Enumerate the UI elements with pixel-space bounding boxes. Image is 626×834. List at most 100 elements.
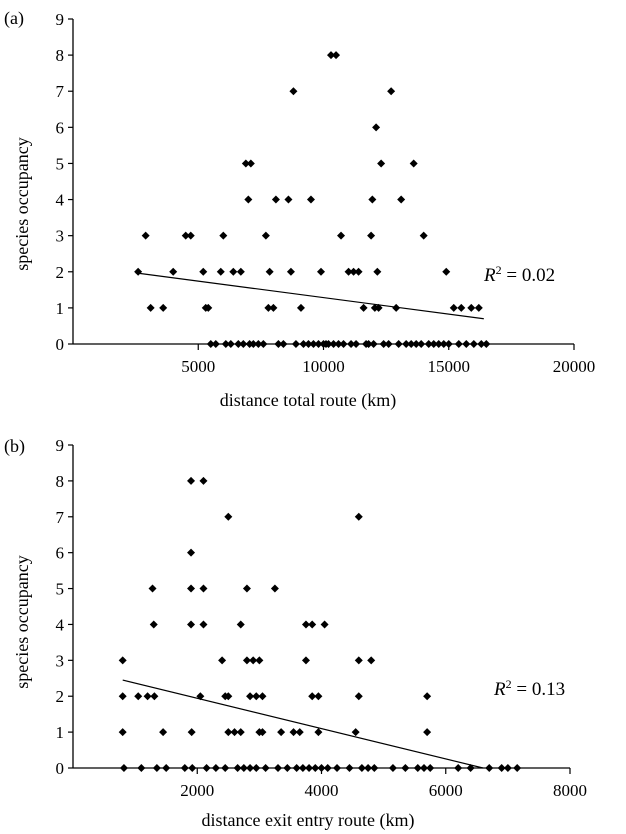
- data-point: [187, 728, 196, 737]
- data-point: [387, 87, 396, 96]
- data-point: [417, 340, 426, 348]
- data-point: [354, 267, 363, 276]
- data-point: [332, 51, 341, 60]
- data-point: [369, 340, 378, 348]
- data-point: [420, 764, 429, 772]
- data-point: [242, 584, 251, 593]
- r-squared-sup-b: 2: [506, 677, 512, 691]
- data-point: [252, 764, 261, 772]
- data-point: [426, 764, 435, 772]
- data-point: [320, 620, 329, 629]
- data-point: [241, 159, 250, 168]
- y-tick-label: 8: [56, 472, 65, 491]
- axes-b: [72, 445, 570, 769]
- data-point: [316, 267, 325, 276]
- data-point: [218, 656, 227, 665]
- y-axis-label-b: species occupancy: [12, 555, 32, 688]
- data-point: [187, 476, 196, 485]
- data-point: [277, 728, 286, 737]
- data-point: [187, 584, 196, 593]
- data-point: [301, 656, 310, 665]
- data-point: [497, 764, 506, 772]
- data-point: [265, 267, 274, 276]
- data-point: [271, 195, 280, 204]
- data-point: [306, 195, 315, 204]
- data-point: [354, 656, 363, 665]
- trendline: [122, 679, 484, 769]
- x-tick-label: 8000: [553, 781, 587, 800]
- data-point: [485, 764, 494, 772]
- data-point: [230, 728, 239, 737]
- data-point: [374, 303, 383, 312]
- x-tick-label: 6000: [429, 781, 463, 800]
- data-point: [291, 340, 300, 348]
- x-tick-label: 10000: [302, 357, 345, 376]
- data-point: [246, 159, 255, 168]
- data-point: [424, 340, 433, 348]
- data-point: [323, 764, 332, 772]
- data-point: [377, 159, 386, 168]
- data-point: [152, 764, 161, 772]
- y-tick-label: 3: [56, 227, 65, 246]
- data-point: [449, 303, 458, 312]
- y-tick-label: 7: [56, 82, 65, 101]
- data-point: [402, 340, 411, 348]
- data-point: [254, 340, 263, 348]
- data-point: [474, 303, 483, 312]
- data-point: [289, 87, 298, 96]
- data-point: [162, 764, 171, 772]
- data-point: [252, 692, 261, 701]
- data-point: [239, 340, 248, 348]
- data-point: [354, 512, 363, 521]
- y-tick-label: 5: [56, 580, 65, 599]
- data-point: [258, 692, 267, 701]
- r-squared-symbol-a: R: [483, 265, 496, 286]
- data-point: [309, 340, 318, 348]
- data-point: [394, 340, 403, 348]
- r-squared-b: R2 = 0.13: [493, 677, 565, 700]
- data-point: [359, 303, 368, 312]
- y-tick-label: 0: [56, 759, 65, 778]
- data-point: [314, 340, 323, 348]
- data-point: [401, 764, 410, 772]
- data-point: [296, 303, 305, 312]
- data-point: [286, 267, 295, 276]
- data-point: [397, 195, 406, 204]
- data-point: [317, 764, 326, 772]
- data-point: [134, 267, 143, 276]
- y-tick-label: 3: [56, 651, 65, 670]
- data-point: [304, 340, 313, 348]
- y-tick-label: 9: [56, 436, 65, 455]
- data-point: [354, 692, 363, 701]
- data-point: [224, 512, 233, 521]
- y-tick-label: 6: [56, 118, 65, 137]
- y-tick-label: 1: [56, 299, 65, 318]
- y-tick-label: 2: [56, 687, 65, 706]
- data-point: [305, 764, 314, 772]
- data-point: [357, 764, 366, 772]
- y-tick-label: 0: [56, 335, 65, 354]
- data-point: [236, 267, 245, 276]
- data-point: [329, 340, 338, 348]
- data-point: [236, 620, 245, 629]
- data-point: [259, 340, 268, 348]
- data-point: [159, 303, 168, 312]
- data-point: [118, 692, 127, 701]
- data-point: [334, 340, 343, 348]
- panel-label-a: (a): [4, 8, 24, 29]
- data-point: [233, 764, 242, 772]
- x-tick-label: 4000: [305, 781, 339, 800]
- data-point: [181, 231, 190, 240]
- data-point: [434, 340, 443, 348]
- y-tick-label: 8: [56, 46, 65, 65]
- chart-panel-b: (b) species occupancy distance exit entr…: [4, 436, 587, 831]
- data-point: [324, 340, 333, 348]
- data-point: [159, 728, 168, 737]
- data-point: [372, 123, 381, 132]
- x-axis-label-b: distance exit entry route (km): [202, 810, 415, 831]
- x-tick-label: 15000: [428, 357, 471, 376]
- data-point: [349, 267, 358, 276]
- chart-panel-a: (a) species occupancy distance total rou…: [4, 8, 595, 411]
- data-point: [314, 728, 323, 737]
- data-point: [284, 195, 293, 204]
